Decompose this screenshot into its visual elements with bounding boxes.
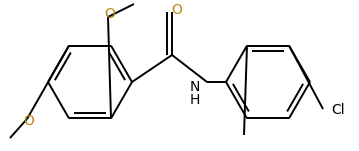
Text: O: O: [172, 3, 182, 17]
Text: O: O: [24, 114, 34, 128]
Text: N: N: [190, 80, 200, 94]
Text: Cl: Cl: [331, 103, 345, 117]
Text: O: O: [104, 7, 116, 21]
Text: H: H: [190, 93, 200, 107]
